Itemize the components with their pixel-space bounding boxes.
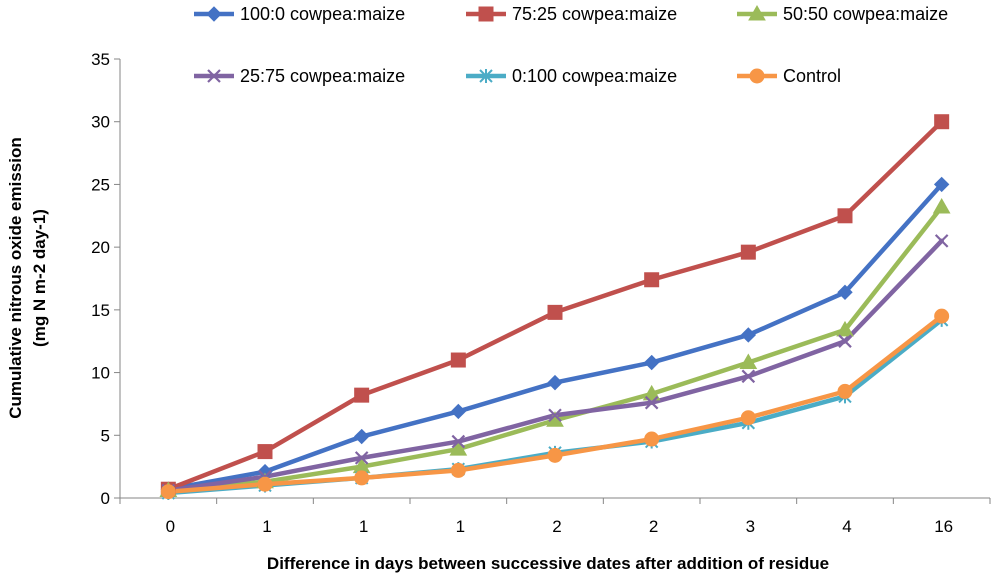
y-tick-label: 5: [101, 426, 110, 445]
data-point: [740, 327, 757, 343]
data-point: [450, 462, 466, 478]
x-axis-title: Difference in days between successive da…: [267, 554, 829, 573]
data-point: [354, 387, 370, 403]
data-point: [548, 408, 562, 422]
data-point: [932, 197, 951, 214]
x-tick-label: 0: [166, 517, 175, 536]
legend-item: Control: [737, 66, 841, 86]
data-point: [450, 403, 467, 420]
y-axis-title-line1: Cumulative nitrous oxide emission: [6, 137, 25, 419]
data-point: [547, 447, 563, 463]
data-point: [837, 383, 853, 399]
data-point: [547, 304, 563, 320]
data-point: [354, 451, 369, 465]
data-point: [644, 272, 660, 288]
data-point: [547, 374, 563, 391]
data-point: [836, 320, 854, 337]
x-tick-label: 2: [552, 517, 561, 536]
data-point: [353, 428, 370, 445]
data-point: [643, 354, 660, 371]
x-tick-label: 1: [262, 517, 271, 536]
data-point: [642, 384, 661, 401]
series-markers: [159, 114, 951, 500]
data-point: [354, 470, 370, 486]
data-point: [741, 369, 756, 384]
x-tick-label: 4: [842, 517, 851, 536]
x-tick-label: 1: [456, 517, 465, 536]
legend-item: 75:25 cowpea:maize: [466, 4, 677, 24]
data-point: [837, 208, 853, 224]
data-point: [934, 308, 950, 324]
legend-item: 0:100 cowpea:maize: [466, 66, 677, 86]
legend-marker: [207, 69, 221, 83]
legend-label: 100:0 cowpea:maize: [240, 4, 405, 24]
x-tick-label: 3: [746, 517, 755, 536]
legend-item: 50:50 cowpea:maize: [737, 4, 948, 24]
legend: 100:0 cowpea:maize 75:25 cowpea:maize 50:5…: [194, 4, 948, 86]
legend-label: 50:50 cowpea:maize: [783, 4, 948, 24]
y-tick-label: 25: [91, 175, 110, 194]
data-point: [451, 434, 466, 449]
legend-label: 75:25 cowpea:maize: [512, 4, 677, 24]
legend-marker: [748, 4, 766, 21]
data-point: [449, 440, 468, 456]
legend-item: 25:75 cowpea:maize: [194, 66, 405, 86]
y-tick-label: 30: [91, 113, 110, 132]
data-point: [644, 431, 660, 447]
y-tick-label: 20: [91, 238, 110, 257]
y-axis-title-line2: (mg N m-2 day-1): [30, 209, 49, 347]
data-point: [644, 395, 659, 410]
y-tick-label: 10: [91, 364, 110, 383]
data-point: [933, 176, 950, 193]
legend-marker: [749, 68, 765, 84]
axes: 0 5 10 15 20 25 30 35 0 1 1 1 2 2 3 4 16: [91, 50, 991, 536]
data-point: [160, 484, 176, 500]
x-tick-label: 2: [649, 517, 658, 536]
legend-marker: [206, 6, 222, 22]
data-point: [934, 234, 949, 248]
x-tick-label: 1: [359, 517, 368, 536]
legend-marker: [478, 6, 494, 22]
data-point: [257, 476, 273, 492]
data-point: [257, 444, 273, 460]
data-point: [837, 284, 853, 301]
data-point: [740, 244, 756, 260]
legend-label: 25:75 cowpea:maize: [240, 66, 405, 86]
data-point: [934, 114, 950, 130]
x-tick-label: 16: [934, 517, 953, 536]
legend-item: 100:0 cowpea:maize: [194, 4, 405, 24]
y-tick-label: 35: [91, 50, 110, 69]
data-point: [838, 334, 852, 348]
y-tick-label: 15: [91, 301, 110, 320]
legend-marker: [479, 69, 493, 83]
data-point: [740, 410, 756, 426]
legend-label: 0:100 cowpea:maize: [512, 66, 677, 86]
y-tick-label: 0: [101, 489, 110, 508]
data-point: [739, 353, 758, 370]
legend-label: Control: [783, 66, 841, 86]
data-point: [450, 352, 466, 368]
